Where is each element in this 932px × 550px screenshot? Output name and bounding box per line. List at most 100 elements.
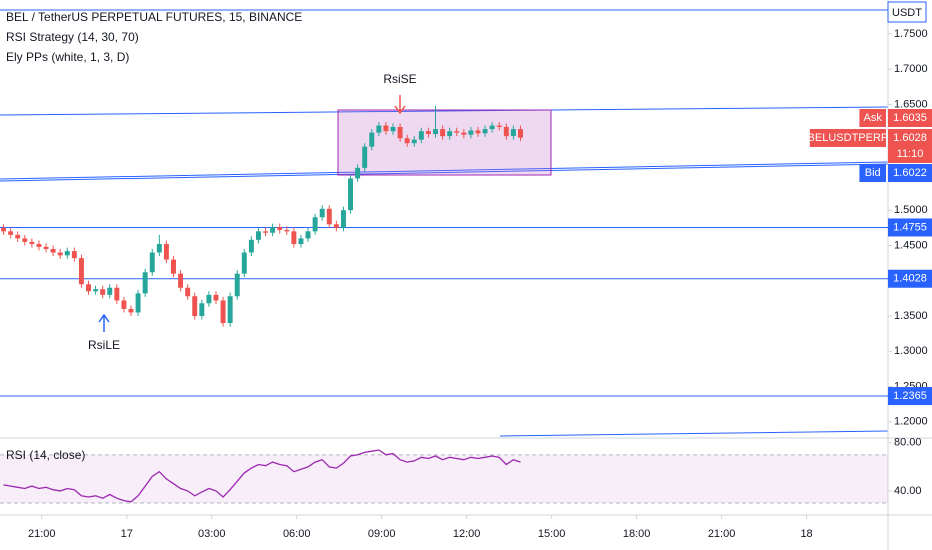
price-name: Ask	[864, 112, 883, 124]
candle-body	[489, 125, 495, 130]
candle-body	[57, 252, 63, 256]
candle-body	[78, 258, 84, 285]
signal-arrow	[394, 95, 406, 115]
price-box	[888, 129, 932, 163]
candle-body	[433, 129, 438, 135]
x-tick-label: 03:00	[198, 528, 226, 540]
signal-label: RsiSE	[383, 72, 416, 86]
candle-body	[468, 130, 474, 135]
candle-body	[36, 244, 42, 247]
y-tick-label: 1.6500	[894, 98, 928, 110]
level-label: 1.4755	[893, 221, 927, 233]
price-name: Bid	[865, 167, 881, 179]
candle-body	[93, 289, 99, 292]
candle-body	[163, 244, 169, 260]
candle-body	[135, 293, 141, 313]
candle-body	[404, 138, 410, 144]
price-name-box	[859, 109, 886, 127]
candle-body	[114, 287, 120, 301]
candle-body	[496, 125, 502, 127]
candle-body	[100, 289, 106, 295]
candle-body	[362, 146, 368, 168]
candle-body	[333, 224, 339, 228]
candle-body	[312, 217, 318, 232]
price-value: 1.6035	[893, 112, 927, 124]
candle-body	[255, 231, 261, 240]
rsi-title: RSI (14, close)	[6, 448, 85, 462]
candle-body	[348, 178, 354, 211]
level-box	[888, 387, 932, 406]
candle-body	[107, 287, 113, 295]
candle-body	[263, 231, 269, 233]
x-tick-label: 17	[121, 528, 133, 540]
candle-body	[298, 238, 304, 245]
trend-line	[0, 163, 889, 182]
candle-body	[64, 251, 70, 256]
candle-body	[355, 167, 361, 179]
candle-body	[149, 252, 155, 273]
candle-body	[270, 227, 276, 233]
price-box	[888, 164, 932, 182]
candle-body	[192, 296, 198, 316]
candle-body	[248, 239, 254, 253]
countdown: 11:10	[897, 148, 924, 160]
rsi-line	[3, 449, 521, 503]
y-tick-label: 40.00	[894, 485, 922, 497]
level-box	[888, 269, 932, 288]
level-label: 1.2365	[893, 390, 927, 402]
candle-body	[234, 273, 240, 297]
candle-body	[178, 273, 184, 288]
candle-body	[220, 300, 226, 324]
candle-body	[29, 241, 35, 245]
price-name-box	[859, 164, 886, 182]
candle-body	[241, 252, 247, 274]
candle-body	[121, 300, 127, 309]
signal-label: RsiLE	[88, 338, 120, 352]
currency-box	[887, 1, 927, 23]
currency-label: USDT	[892, 7, 922, 19]
candle-body	[461, 132, 467, 135]
candle-body	[185, 287, 191, 297]
signal-arrow	[98, 313, 110, 332]
y-tick-label: 1.3500	[894, 310, 928, 322]
price-name-box	[809, 129, 886, 147]
y-tick-label: 80.00	[894, 437, 922, 449]
candle-body	[15, 234, 21, 239]
candle-body	[510, 129, 516, 137]
level-label: 1.4028	[893, 273, 927, 285]
candle-body	[383, 125, 389, 132]
x-tick-label: 12:00	[453, 528, 481, 540]
y-tick-label: 1.5000	[894, 204, 928, 216]
price-name: BELUSDTPERP	[808, 132, 889, 144]
x-tick-label: 21:00	[28, 528, 56, 540]
candle-body	[425, 131, 431, 135]
level-box	[888, 218, 932, 237]
candle-body	[291, 231, 297, 245]
candle-body	[305, 231, 311, 239]
candle-body	[440, 129, 446, 137]
candle-body	[156, 244, 162, 253]
candle-body	[284, 229, 290, 232]
candle-body	[518, 129, 523, 138]
indicator-label: RSI Strategy (14, 30, 70)	[6, 30, 139, 44]
x-tick-label: 21:00	[708, 528, 736, 540]
trend-line	[0, 106, 889, 116]
x-tick-label: 18:00	[623, 528, 651, 540]
candle-body	[319, 208, 325, 218]
trend-line	[499, 430, 889, 437]
candle-body	[411, 139, 417, 144]
rsi-band	[0, 454, 888, 503]
indicator-label: Ely PPs (white, 1, 3, D)	[6, 50, 129, 64]
candle-body	[326, 208, 332, 225]
candle-body	[227, 296, 233, 324]
candle-body	[418, 131, 424, 140]
candle-body	[43, 246, 49, 249]
y-tick-label: 1.2000	[894, 416, 928, 428]
candle-body	[397, 126, 403, 139]
y-tick-label: 1.4500	[894, 239, 928, 251]
price-box	[888, 109, 932, 127]
x-tick-label: 09:00	[368, 528, 396, 540]
chart-title: BEL / TetherUS PERPETUAL FUTURES, 15, BI…	[6, 10, 302, 24]
candle-body	[128, 308, 134, 313]
